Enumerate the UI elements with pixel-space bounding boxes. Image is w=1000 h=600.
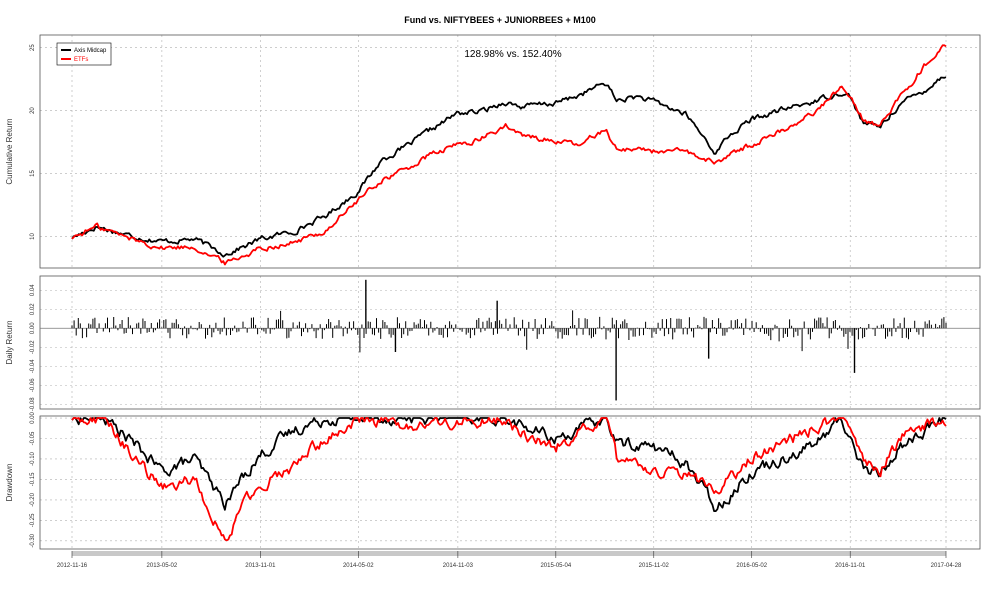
x-tick-label-1: 2013-05-02 [147, 563, 178, 569]
y-axis-label-daily: Daily Return [5, 320, 14, 364]
x-tick-label-2: 2013-11-01 [245, 563, 276, 569]
y-axis-label-cumulative: Cumulative Return [5, 118, 14, 184]
x-tick-label-9: 2017-04-28 [931, 563, 962, 569]
x-axis: 2012-11-16 2013-05-02 2013-11-01 2014-05-02… [57, 551, 962, 569]
y-tick-label-cumulative-0: 10 [30, 233, 36, 240]
y-tick-label-drawdown-2: -0.20 [30, 492, 36, 506]
y-tick-label-daily-0: -0.08 [30, 397, 36, 411]
x-tick-label-5: 2015-05-04 [540, 563, 571, 569]
legend-label-etfs: ETFs [74, 57, 88, 63]
y-tick-label-drawdown-5: -0.05 [30, 431, 36, 445]
panel-frame-drawdown [39, 415, 981, 550]
panel-cumulative-return: 10 15 20 25 Cumulative Return [5, 34, 981, 269]
y-tick-label-drawdown-0: -0.30 [30, 533, 36, 547]
panel-drawdown: -0.30 -0.25 -0.20 -0.15 -0.10 -0.05 0.00 Drawdo… [5, 412, 981, 550]
return-annotation: 128.98% vs. 152.40% [464, 49, 561, 60]
x-tick-label-3: 2014-05-02 [343, 563, 374, 569]
series-line-cumulative-axis-midcap [71, 76, 947, 258]
daily-return-bars [71, 310, 947, 353]
y-tick-label-daily-6: 0.04 [30, 284, 36, 296]
y-tick-label-drawdown-6: 0.00 [30, 412, 36, 424]
y-tick-label-cumulative-2: 20 [30, 107, 36, 114]
x-tick-label-8: 2016-11-01 [835, 563, 866, 569]
x-tick-label-7: 2016-05-02 [736, 563, 767, 569]
x-axis-band [72, 551, 946, 556]
series-line-drawdown-etfs [71, 417, 947, 542]
y-tick-label-drawdown-1: -0.25 [30, 513, 36, 527]
legend-label-axis-midcap: Axis Midcap [74, 48, 107, 54]
y-tick-label-daily-2: -0.04 [30, 359, 36, 373]
y-tick-label-daily-5: 0.02 [30, 303, 36, 315]
panel-frame-cumulative [39, 34, 981, 269]
y-tick-label-cumulative-1: 15 [30, 170, 36, 177]
series-line-drawdown-axis-midcap [71, 417, 947, 513]
y-tick-label-drawdown-3: -0.15 [30, 472, 36, 486]
y-tick-label-cumulative-3: 25 [30, 44, 36, 51]
y-axis-label-drawdown: Drawdown [5, 464, 14, 502]
y-tick-label-daily-4: 0.00 [30, 322, 36, 334]
y-tick-label-daily-3: -0.02 [30, 340, 36, 354]
y-tick-label-drawdown-4: -0.10 [30, 451, 36, 465]
panel-frame-daily [39, 275, 981, 410]
chart-legend: Axis Midcap ETFs [56, 42, 112, 66]
series-line-cumulative-etfs [71, 44, 947, 266]
chart-title: Fund vs. NIFTYBEES + JUNIORBEES + M100 [404, 15, 596, 25]
x-tick-label-0: 2012-11-16 [57, 563, 88, 569]
y-tick-label-daily-1: -0.06 [30, 378, 36, 392]
x-tick-label-6: 2015-11-02 [639, 563, 670, 569]
panel-daily-return: -0.08 -0.06 -0.04 -0.02 0.00 0.02 0.04 Daily Re… [5, 275, 981, 411]
x-tick-label-4: 2014-11-03 [443, 563, 474, 569]
